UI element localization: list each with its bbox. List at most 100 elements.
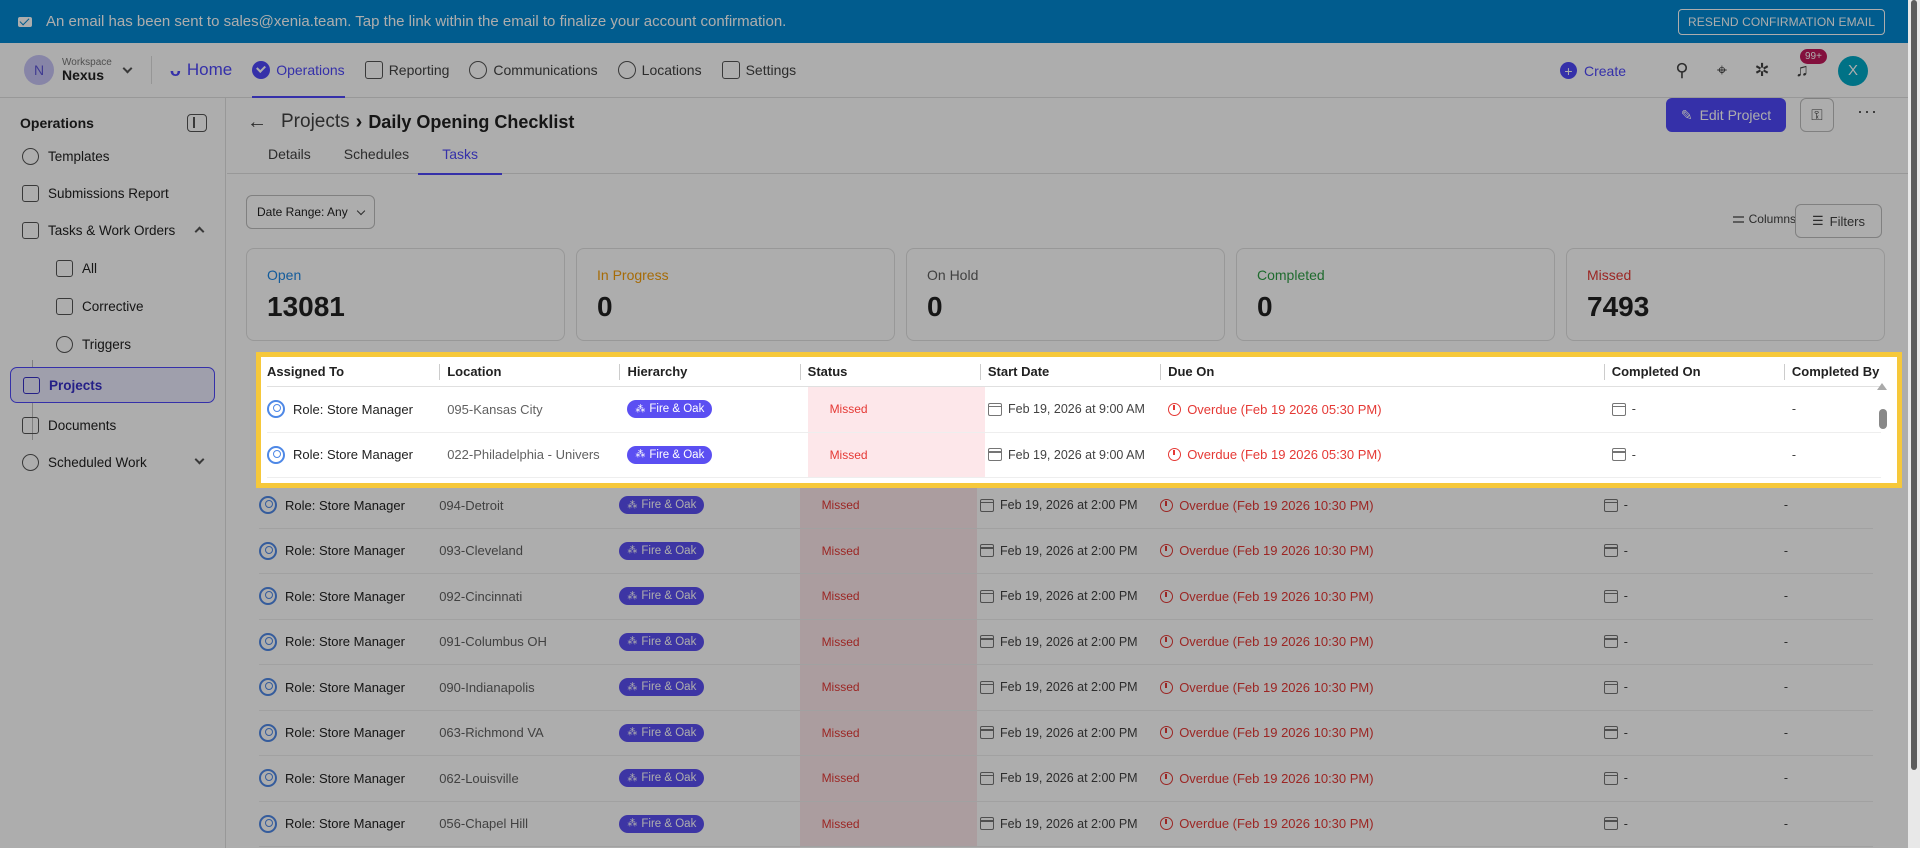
sidebar-item-submissions-report[interactable]: Submissions Report <box>0 175 225 212</box>
filters-button[interactable]: ☰ Filters <box>1795 204 1882 238</box>
resend-confirmation-button[interactable]: RESEND CONFIRMATION EMAIL <box>1678 9 1885 35</box>
stat-card-in-progress[interactable]: In Progress 0 <box>576 248 895 341</box>
nav-locations[interactable]: Locations <box>617 43 702 98</box>
chevron-down-icon <box>122 63 133 73</box>
reporting-icon <box>364 61 383 79</box>
column-header[interactable]: Hierarchy <box>619 357 807 387</box>
sidebar-item-documents[interactable]: Documents <box>0 407 225 444</box>
due-on-text: Overdue (Feb 19 2026 10:30 PM) <box>1179 588 1374 604</box>
sidebar-item-projects[interactable]: Projects <box>10 367 215 403</box>
hierarchy-pill[interactable]: ⁂Fire & Oak <box>619 723 705 742</box>
column-header[interactable]: Completed On <box>1603 357 1792 387</box>
tab-details[interactable]: Details <box>268 146 311 162</box>
home-link[interactable]: ᴗ Home <box>170 60 232 81</box>
bell-icon[interactable]: ♫ 99+ <box>1792 48 1827 81</box>
window-scrollbar[interactable] <box>1908 0 1920 848</box>
back-arrow-icon[interactable]: ← <box>247 110 267 133</box>
calendar-icon <box>980 817 994 831</box>
location-pin-icon <box>617 61 636 79</box>
telescope-icon[interactable]: ⌖ <box>1716 60 1728 80</box>
location-cell: 022-Philadelphia - Univers <box>447 447 600 463</box>
scroll-up-arrow-icon[interactable] <box>1877 383 1887 390</box>
workspace-avatar: N <box>24 55 54 85</box>
hierarchy-pill[interactable]: ⁂Fire & Oak <box>619 496 705 515</box>
nav-operations[interactable]: Operations <box>252 43 346 98</box>
hierarchy-icon: ⁂ <box>627 636 638 648</box>
chevron-down-icon <box>194 454 205 465</box>
column-header[interactable]: Status <box>799 357 988 387</box>
user-avatar[interactable]: X <box>1838 55 1868 86</box>
more-options-icon[interactable]: ··· <box>1857 101 1878 121</box>
table-row[interactable]: Role: Store Manager 056-Chapel Hill ⁂ Fire … <box>259 801 1873 847</box>
sidebar-item-scheduled-work[interactable]: Scheduled Work <box>0 444 225 481</box>
location-cell: 063-Richmond VA <box>439 725 544 741</box>
key-icon[interactable]: ⚿ <box>1800 98 1834 132</box>
assigned-to-cell: Role: Store Manager <box>259 529 439 574</box>
nav-reporting[interactable]: Reporting <box>364 43 449 98</box>
hierarchy-pill[interactable]: ⁂Fire & Oak <box>627 400 713 419</box>
hierarchy-pill[interactable]: ⁂Fire & Oak <box>627 445 713 464</box>
table-row[interactable]: Role: Store Manager 091-Columbus OH ⁂ Fire … <box>259 619 1873 665</box>
stat-card-completed[interactable]: Completed 0 <box>1236 248 1555 341</box>
nav-settings[interactable]: Settings <box>721 43 796 98</box>
hierarchy-pill[interactable]: ⁂Fire & Oak <box>619 632 705 651</box>
table-row[interactable]: Role: Store Manager 094-Detroit ⁂ Fire & Oa… <box>259 483 1873 529</box>
columns-button[interactable]: Columns <box>1732 212 1796 226</box>
corrective-doc-icon <box>56 297 73 315</box>
sidebar-item-corrective[interactable]: Corrective <box>0 287 225 325</box>
calendar-icon <box>1611 448 1626 462</box>
create-button[interactable]: + Create <box>1559 62 1626 79</box>
sidebar-item-templates[interactable]: Templates <box>0 138 225 175</box>
tab-tasks[interactable]: Tasks <box>418 144 502 175</box>
column-header[interactable]: Due On <box>1160 357 1612 387</box>
completed-on-text: - <box>1631 447 1636 462</box>
stat-value: 0 <box>927 291 943 322</box>
table-row[interactable]: Role: Store Manager 062-Louisville ⁂ Fire &… <box>259 756 1873 802</box>
stat-card-open[interactable]: Open 13081 <box>246 248 565 341</box>
timer-icon <box>1160 726 1174 740</box>
table-row[interactable]: Role: Store Manager 090-Indianapolis ⁂ Fire… <box>259 665 1873 711</box>
column-header[interactable]: Assigned To <box>267 364 345 379</box>
sidebar-item-all[interactable]: All <box>0 249 225 287</box>
breadcrumb-projects[interactable]: Projects <box>281 111 350 132</box>
column-header[interactable]: Location <box>439 357 627 387</box>
hierarchy-pill[interactable]: ⁂Fire & Oak <box>619 769 705 788</box>
completed-on-cell: - <box>1611 433 1792 478</box>
due-on-cell: Overdue (Feb 19 2026 05:30 PM) <box>1168 433 1612 478</box>
assigned-to-cell: Role: Store Manager <box>267 433 447 478</box>
table-row[interactable]: Role: Store Manager 022-Philadelphia - Un… <box>267 432 1881 478</box>
table-scrollbar-thumb[interactable] <box>1879 409 1887 429</box>
column-header[interactable]: Completed By <box>1783 357 1881 387</box>
hierarchy-text: Fire & Oak <box>641 681 697 694</box>
sidebar-item-tasks-work-orders[interactable]: Tasks & Work Orders <box>0 212 225 249</box>
hierarchy-pill[interactable]: ⁂Fire & Oak <box>619 587 705 606</box>
table-row[interactable]: Role: Store Manager 063-Richmond VA ⁂ Fire … <box>259 710 1873 756</box>
sidebar-item-triggers[interactable]: Triggers <box>0 325 225 363</box>
hierarchy-pill[interactable]: ⁂Fire & Oak <box>619 814 705 833</box>
edit-project-button[interactable]: ✎ Edit Project <box>1666 98 1786 132</box>
calendar-icon <box>988 448 1002 462</box>
tab-schedules[interactable]: Schedules <box>343 146 410 162</box>
stat-card-on-hold[interactable]: On Hold 0 <box>906 248 1225 341</box>
table-row[interactable]: Role: Store Manager 093-Cleveland ⁂ Fire & … <box>259 528 1873 574</box>
column-header[interactable]: Start Date <box>979 357 1168 387</box>
workspace-switcher[interactable]: N Workspace Nexus <box>24 55 133 85</box>
assigned-to-cell: Role: Store Manager <box>259 756 439 801</box>
hierarchy-pill[interactable]: ⁂Fire & Oak <box>619 541 705 560</box>
collapse-sidebar-icon[interactable] <box>187 114 207 132</box>
puzzle-icon[interactable]: ✲ <box>1754 60 1770 80</box>
completed-on-text: - <box>1623 543 1628 558</box>
stat-card-missed[interactable]: Missed 7493 <box>1566 248 1885 341</box>
window-scrollbar-thumb[interactable] <box>1911 0 1917 770</box>
due-on-cell: Overdue (Feb 19 2026 10:30 PM) <box>1160 756 1604 801</box>
hierarchy-pill[interactable]: ⁂Fire & Oak <box>619 678 705 697</box>
table-row[interactable]: Role: Store Manager 095-Kansas City ⁂Fire … <box>267 387 1881 433</box>
date-range-filter[interactable]: Date Range: Any <box>246 195 375 229</box>
table-row[interactable]: Role: Store Manager 092-Cincinnati ⁂ Fire &… <box>259 574 1873 620</box>
operations-icon <box>252 61 271 79</box>
nav-communications[interactable]: Communications <box>469 43 598 98</box>
home-label: Home <box>186 60 233 79</box>
add-user-icon[interactable]: ⚲ <box>1675 60 1689 80</box>
completed-on-cell: - <box>1603 711 1784 756</box>
